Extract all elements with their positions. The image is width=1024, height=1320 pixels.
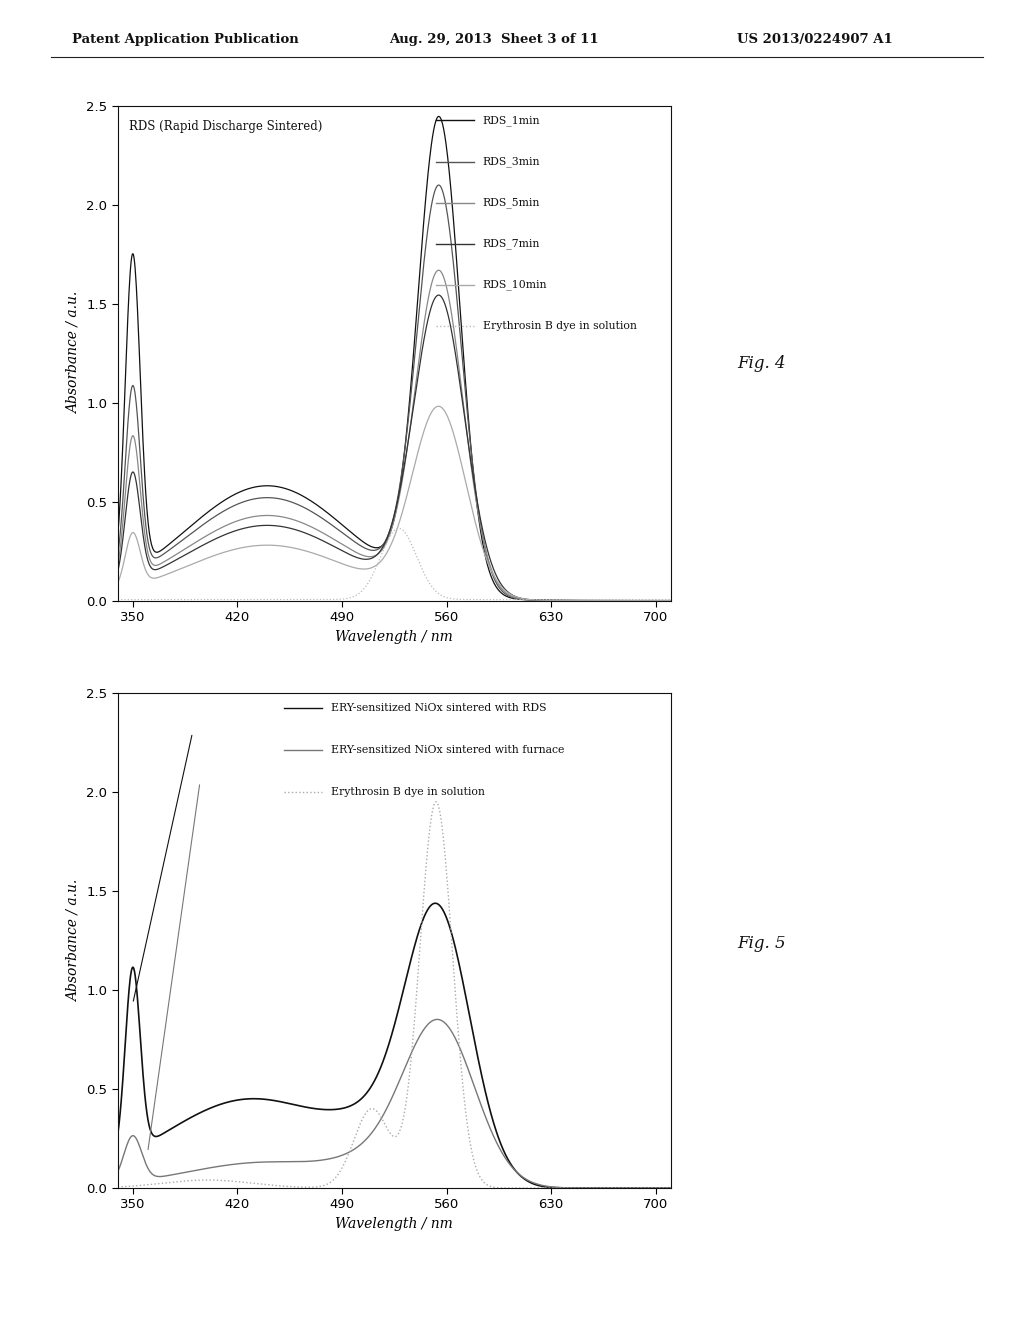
Text: Erythrosin B dye in solution: Erythrosin B dye in solution bbox=[482, 321, 637, 331]
Text: RDS_10min: RDS_10min bbox=[482, 280, 547, 290]
Text: Aug. 29, 2013  Sheet 3 of 11: Aug. 29, 2013 Sheet 3 of 11 bbox=[389, 33, 599, 46]
Text: ERY-sensitized NiOx sintered with furnace: ERY-sensitized NiOx sintered with furnac… bbox=[331, 744, 564, 755]
Text: ERY-sensitized NiOx sintered with RDS: ERY-sensitized NiOx sintered with RDS bbox=[331, 702, 546, 713]
Y-axis label: Absorbance / a.u.: Absorbance / a.u. bbox=[67, 879, 81, 1002]
Text: Erythrosin B dye in solution: Erythrosin B dye in solution bbox=[331, 787, 484, 797]
Text: RDS_7min: RDS_7min bbox=[482, 239, 540, 249]
Text: RDS (Rapid Discharge Sintered): RDS (Rapid Discharge Sintered) bbox=[129, 120, 323, 133]
Text: RDS_1min: RDS_1min bbox=[482, 115, 541, 125]
Text: Fig. 4: Fig. 4 bbox=[737, 355, 785, 371]
Text: US 2013/0224907 A1: US 2013/0224907 A1 bbox=[737, 33, 893, 46]
Text: Patent Application Publication: Patent Application Publication bbox=[72, 33, 298, 46]
Text: RDS_5min: RDS_5min bbox=[482, 197, 540, 209]
Text: Fig. 5: Fig. 5 bbox=[737, 936, 785, 952]
X-axis label: Wavelength / nm: Wavelength / nm bbox=[336, 630, 453, 644]
X-axis label: Wavelength / nm: Wavelength / nm bbox=[336, 1217, 453, 1232]
Y-axis label: Absorbance / a.u.: Absorbance / a.u. bbox=[67, 292, 81, 414]
Text: RDS_3min: RDS_3min bbox=[482, 156, 541, 166]
